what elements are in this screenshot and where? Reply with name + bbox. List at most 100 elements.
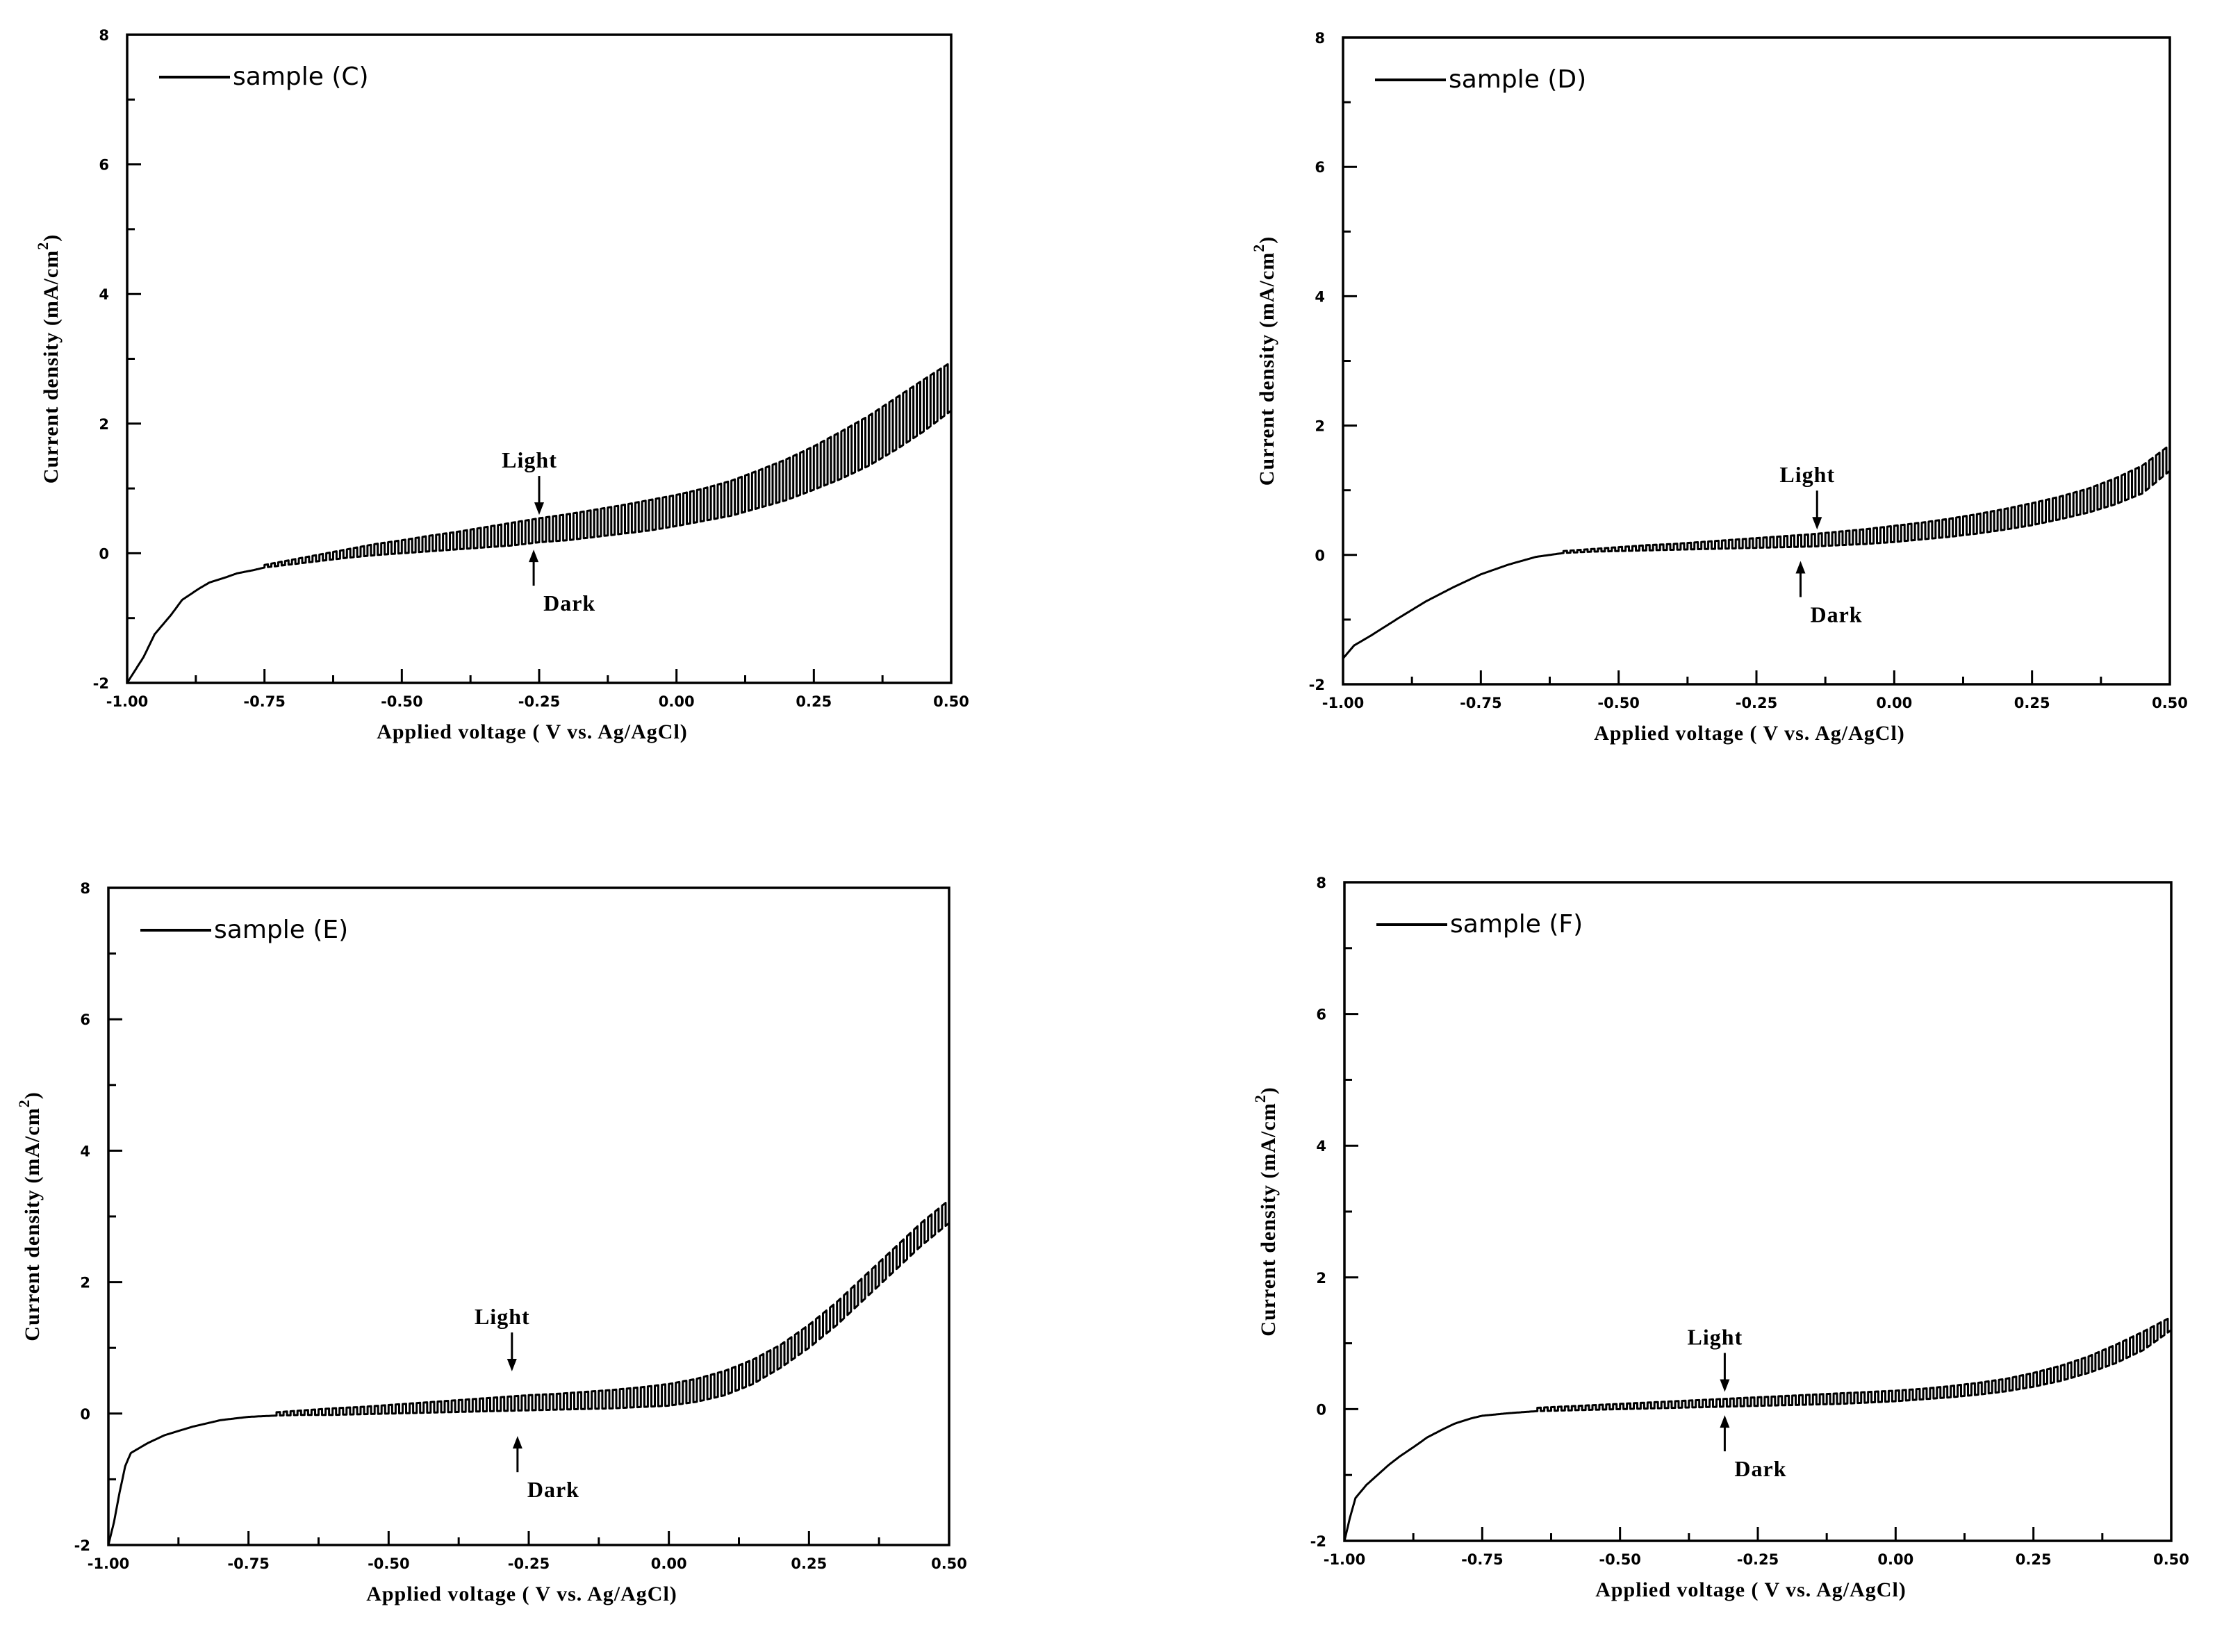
y-axis-title: Current density (mA/cm2)	[34, 234, 63, 484]
light-arrowhead	[1812, 517, 1822, 530]
plot-frame	[1342, 36, 2171, 686]
plot-frame	[126, 33, 953, 684]
y-axis-title-main: Current density (mA/cm	[21, 1107, 44, 1341]
x-tick-label: 0.00	[1876, 695, 1912, 711]
x-tick-label: -1.00	[1324, 1551, 1366, 1568]
y-tick-label: 8	[1315, 30, 1325, 47]
y-tick-label: 2	[80, 1275, 90, 1291]
dark-arrowhead	[1795, 561, 1806, 574]
dark-arrowhead	[512, 1436, 522, 1449]
x-tick-label: -0.50	[381, 693, 423, 710]
x-tick-label: -1.00	[106, 693, 149, 710]
x-tick-label: 0.00	[1877, 1551, 1913, 1568]
y-axis-title-main: Current density (mA/cm	[40, 250, 63, 484]
x-axis-title: Applied voltage ( V vs. Ag/AgCl)	[366, 1583, 677, 1605]
x-tick-label: 0.00	[659, 693, 695, 710]
x-tick-label: -0.75	[1461, 1551, 1504, 1568]
y-axis-title: Current density (mA/cm2)	[15, 1091, 44, 1341]
x-tick-label: -0.75	[243, 693, 286, 710]
light-annotation: Light	[475, 1304, 530, 1329]
x-tick-label: 0.25	[791, 1555, 827, 1572]
x-tick-label: 0.50	[2153, 1551, 2189, 1568]
y-tick-label: 6	[99, 157, 109, 174]
y-tick-label: 0	[99, 545, 109, 562]
y-tick-label: 4	[99, 286, 109, 303]
chart-panel-4: -1.00 -0.75 -0.50 -0.25 0.00 0.25 0.50 -2 0 2 4 6 8 A…	[1251, 875, 2189, 1601]
y-axis-title-main: Current density (mA/cm	[1255, 252, 1278, 486]
y-axis-title-main: Current density (mA/cm	[1257, 1102, 1280, 1336]
x-tick-label: -0.50	[1597, 695, 1640, 711]
x-tick-label: -1.00	[88, 1555, 130, 1572]
y-tick-label: 6	[1316, 1007, 1326, 1023]
dark-annotation: Dark	[527, 1477, 579, 1502]
x-tick-label: 0.00	[651, 1555, 687, 1572]
y-tick-label: 2	[1316, 1270, 1326, 1287]
x-tick-label: -0.25	[508, 1555, 550, 1572]
y-tick-label: 0	[1315, 547, 1325, 564]
y-tick-label: 8	[1316, 875, 1326, 891]
x-tick-label: 0.50	[2152, 695, 2188, 711]
x-axis-title: Applied voltage ( V vs. Ag/AgCl)	[1594, 722, 1905, 745]
y-axis-title-superscript: 2	[1251, 1094, 1269, 1102]
x-tick-label: 0.25	[796, 693, 832, 710]
y-axis-title-superscript: 2	[1250, 244, 1267, 252]
y-tick-label: 2	[99, 416, 109, 433]
y-tick-label: 4	[1315, 288, 1325, 305]
y-tick-label: 6	[1315, 159, 1325, 176]
y-tick-label: 4	[1316, 1138, 1326, 1155]
x-tick-label: -0.25	[1736, 695, 1778, 711]
y-axis-title: Current density (mA/cm2)	[1251, 1087, 1280, 1336]
legend-label: sample (E)	[214, 916, 348, 944]
x-tick-label: 0.50	[931, 1555, 967, 1572]
y-tick-label: 4	[80, 1143, 90, 1159]
y-axis-title-close: )	[40, 234, 63, 242]
x-axis-title: Applied voltage ( V vs. Ag/AgCl)	[377, 720, 688, 743]
x-tick-label: -0.75	[1460, 695, 1502, 711]
light-annotation: Light	[1688, 1325, 1743, 1350]
chart-panel-2: -1.00 -0.75 -0.50 -0.25 0.00 0.25 0.50 -2 0 2 4 6 8 A…	[1250, 30, 2188, 745]
y-tick-label: 0	[1316, 1401, 1326, 1418]
y-axis-title-close: )	[1257, 1087, 1280, 1094]
chart-panel-3: -1.00 -0.75 -0.50 -0.25 0.00 0.25 0.50 -2 0 2 4 6 8 A…	[15, 880, 967, 1605]
series-line	[1342, 446, 2171, 659]
y-tick-label: 0	[80, 1406, 90, 1423]
dark-annotation: Dark	[543, 590, 595, 616]
y-tick-label: 6	[80, 1011, 90, 1028]
x-tick-label: -0.75	[227, 1555, 270, 1572]
x-tick-label: -0.25	[518, 693, 561, 710]
series-line	[1343, 1317, 2172, 1542]
x-tick-label: 0.25	[2016, 1551, 2052, 1568]
light-annotation: Light	[502, 447, 557, 472]
y-axis-title-close: )	[1255, 236, 1278, 244]
y-axis-title-superscript: 2	[34, 242, 51, 250]
dark-arrowhead	[1720, 1415, 1730, 1428]
legend-label: sample (D)	[1449, 65, 1586, 94]
x-axis-title: Applied voltage ( V vs. Ag/AgCl)	[1595, 1578, 1907, 1601]
dark-annotation: Dark	[1810, 602, 1862, 627]
chart-panel-1: -1.00 -0.75 -0.50 -0.25 0.00 0.25 0.50 -2 0 2 4 6 8 A…	[34, 27, 969, 743]
light-arrowhead	[507, 1359, 517, 1372]
y-axis-title-superscript: 2	[15, 1099, 33, 1107]
legend-label: sample (C)	[233, 63, 369, 91]
y-tick-label: 8	[80, 880, 90, 897]
dark-annotation: Dark	[1734, 1456, 1786, 1481]
x-tick-label: -0.50	[368, 1555, 410, 1572]
y-tick-label: -2	[93, 675, 109, 692]
x-tick-label: -0.50	[1599, 1551, 1641, 1568]
light-annotation: Light	[1779, 462, 1835, 487]
y-tick-label: -2	[74, 1537, 90, 1554]
dark-arrowhead	[529, 550, 539, 563]
x-tick-label: -1.00	[1322, 695, 1365, 711]
light-arrowhead	[534, 502, 544, 515]
series-line	[126, 363, 952, 684]
y-axis-title: Current density (mA/cm2)	[1250, 236, 1278, 486]
light-arrowhead	[1720, 1379, 1730, 1392]
y-axis-title-close: )	[21, 1091, 44, 1099]
y-tick-label: 8	[99, 27, 109, 44]
plot-frame	[1343, 881, 2173, 1542]
plot-frame	[107, 886, 950, 1546]
legend-label: sample (F)	[1450, 910, 1583, 939]
x-tick-label: 0.25	[2014, 695, 2050, 711]
